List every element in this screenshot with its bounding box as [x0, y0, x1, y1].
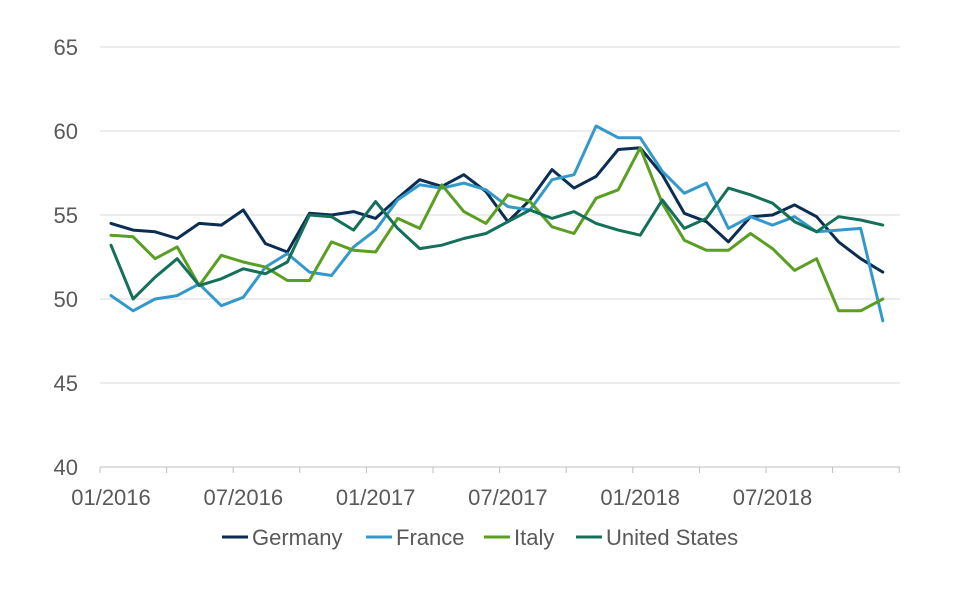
y-tick-label: 60 — [54, 119, 78, 144]
legend-label: United States — [606, 525, 738, 550]
y-tick-labels: 40 45 50 55 60 65 — [54, 35, 78, 480]
x-tick-label: 07/2018 — [733, 485, 813, 510]
legend-label: Italy — [514, 525, 554, 550]
series-lines — [109, 124, 885, 323]
y-tick-label: 40 — [54, 455, 78, 480]
x-tick-label: 01/2016 — [71, 485, 151, 510]
x-axis — [99, 466, 900, 473]
series-line-germany — [109, 146, 885, 274]
x-tick-label: 01/2018 — [600, 485, 680, 510]
y-tick-label: 45 — [54, 371, 78, 396]
legend: Germany France Italy United States — [222, 525, 738, 550]
series-line-united-states — [109, 186, 885, 301]
x-tick-labels: 01/2016 07/2016 01/2017 07/2017 01/2018 07/20… — [71, 485, 812, 510]
series-line-france — [109, 124, 885, 323]
x-tick-label: 07/2017 — [468, 485, 548, 510]
x-tick-label: 07/2016 — [204, 485, 284, 510]
y-tick-label: 55 — [54, 203, 78, 228]
legend-label: Germany — [252, 525, 342, 550]
y-tick-label: 50 — [54, 287, 78, 312]
legend-label: France — [396, 525, 464, 550]
y-tick-label: 65 — [54, 35, 78, 60]
gridlines — [100, 46, 900, 384]
series-line-italy — [109, 146, 885, 313]
x-tick-label: 01/2017 — [336, 485, 416, 510]
